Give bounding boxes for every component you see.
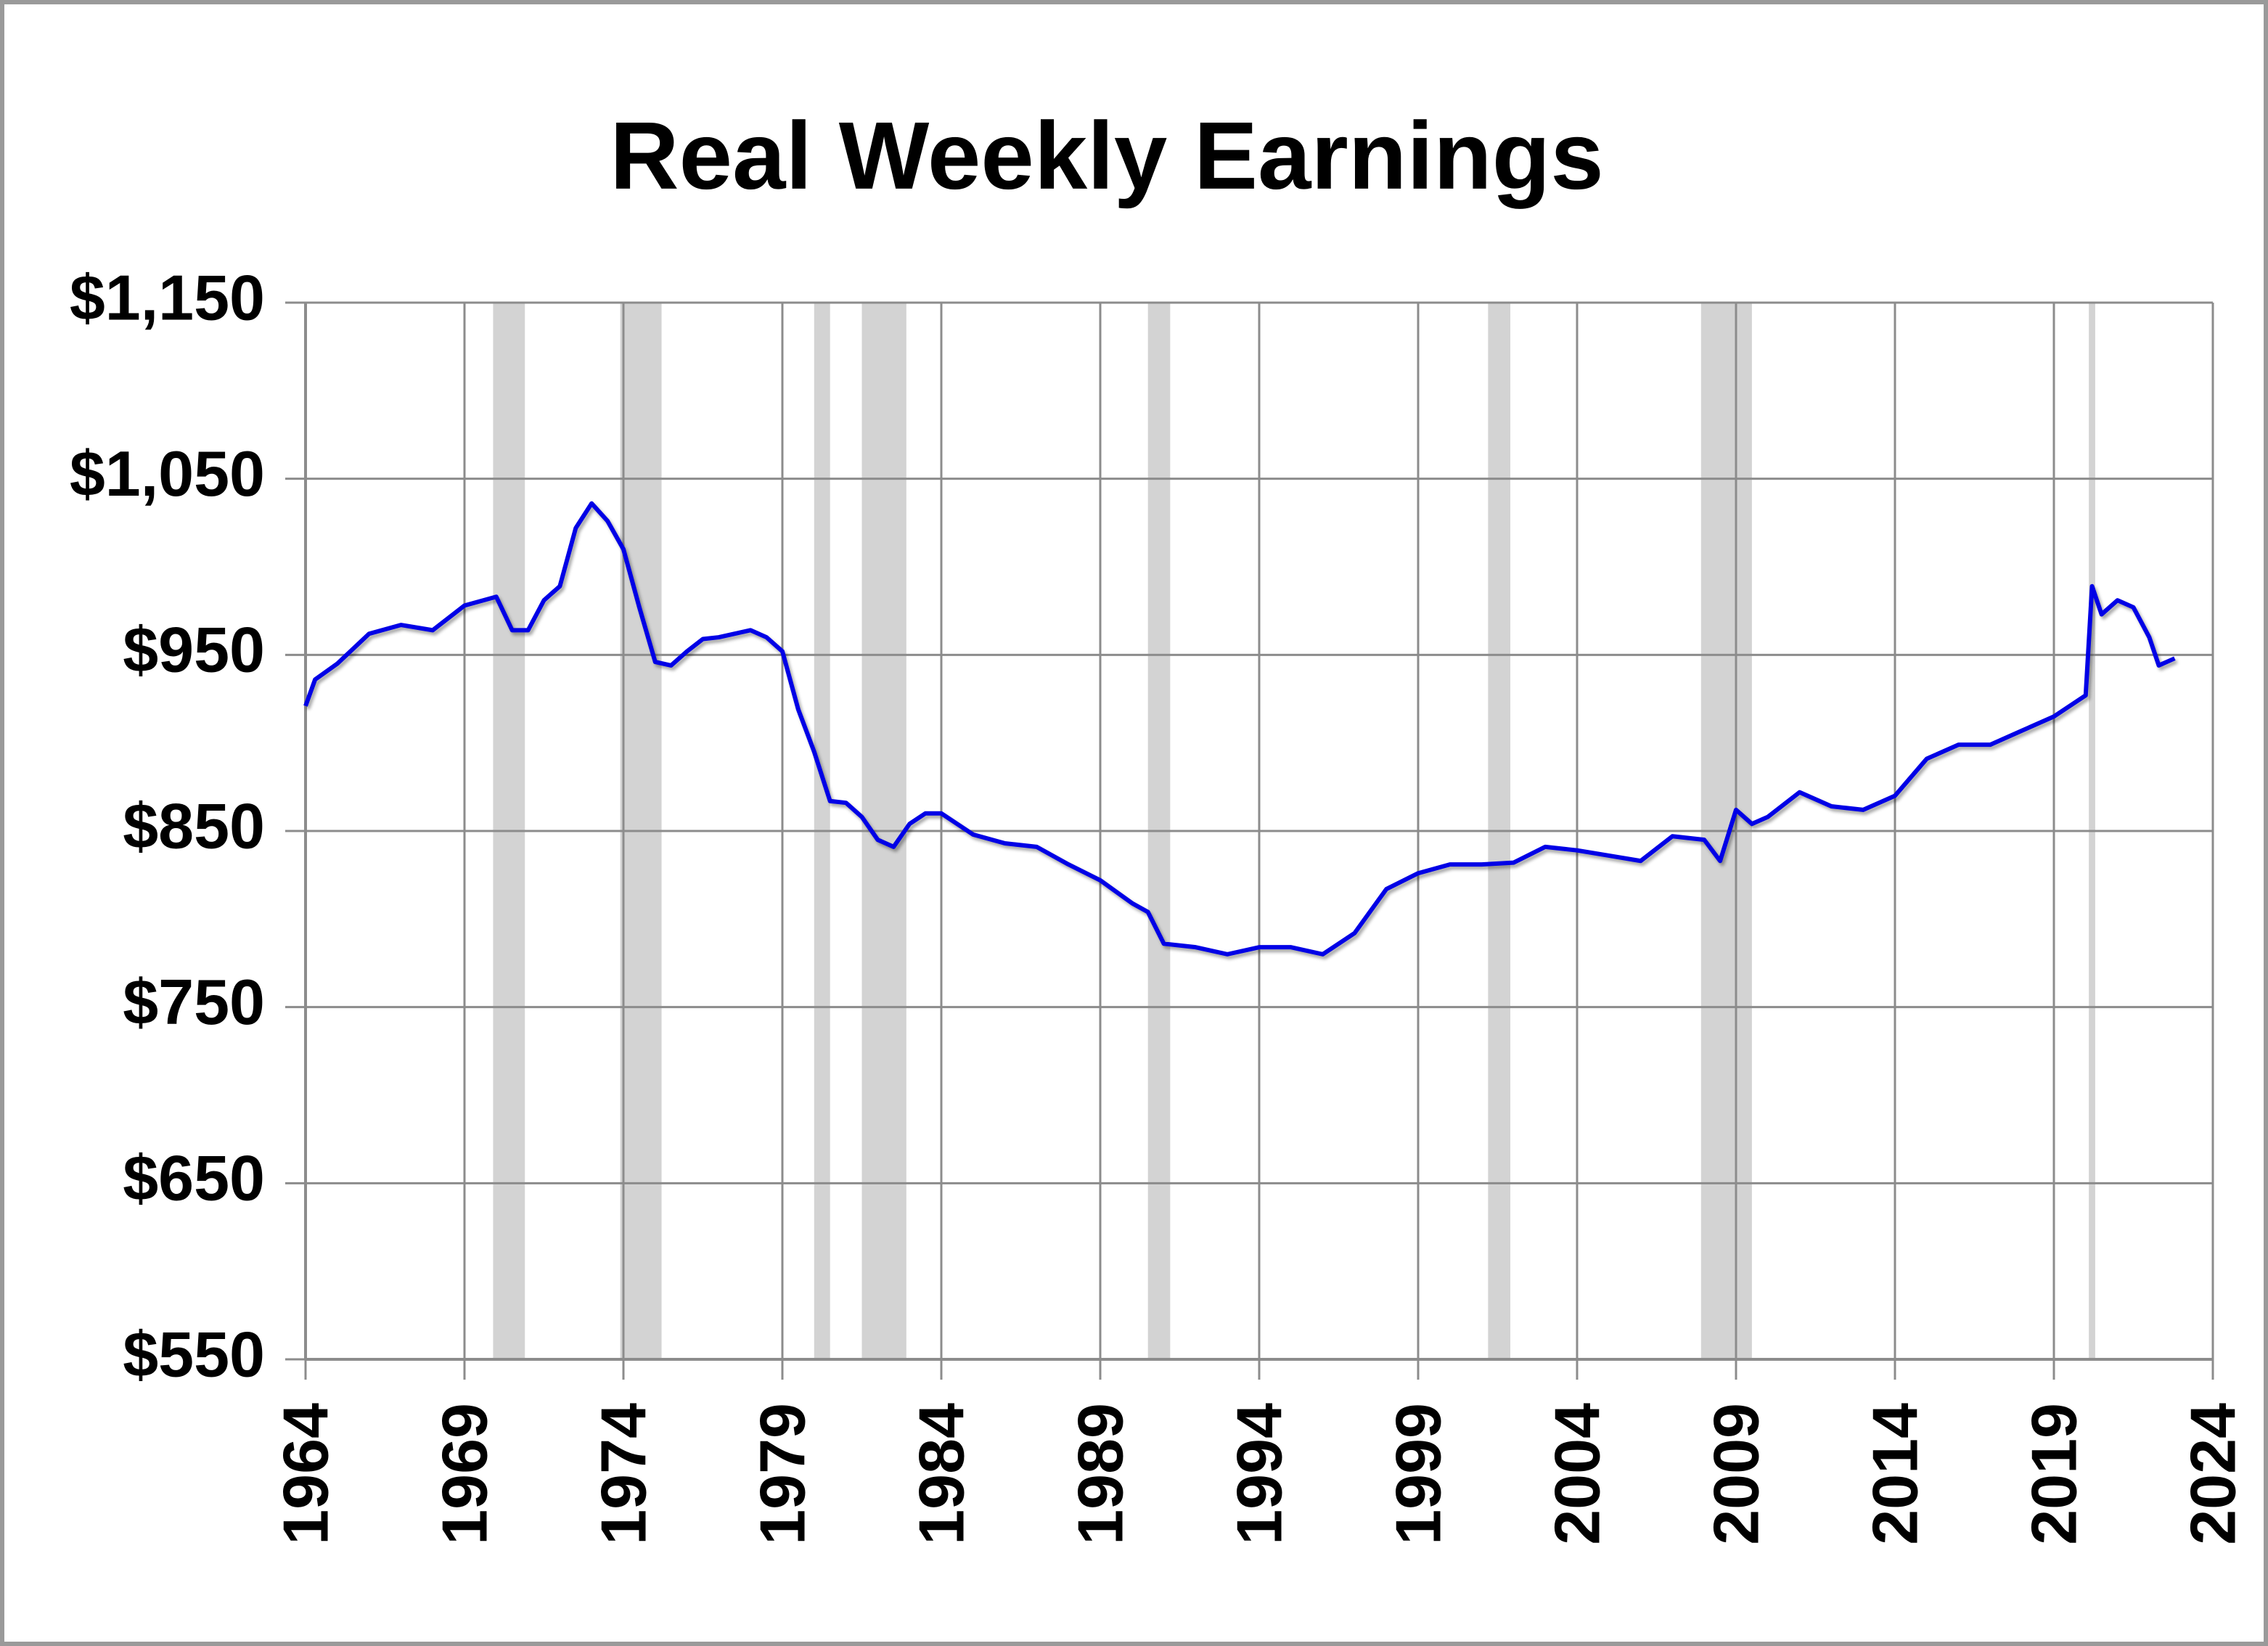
x-tick-label: 2004 — [1542, 1403, 1613, 1545]
y-tick-label: $950 — [123, 614, 265, 686]
y-tick-label: $750 — [123, 966, 265, 1038]
x-tick-label: 1974 — [588, 1403, 660, 1545]
data-line — [303, 501, 2176, 957]
x-tick-label: 2009 — [1700, 1403, 1772, 1545]
x-tick-label: 1994 — [1224, 1403, 1295, 1545]
x-tick-label: 1979 — [747, 1403, 819, 1545]
y-tick-label: $1,050 — [70, 438, 265, 509]
x-tick-label: 1984 — [906, 1403, 978, 1545]
x-tick-label: 2014 — [1859, 1403, 1931, 1545]
x-tick-label: 1989 — [1065, 1403, 1137, 1545]
x-tick-label: 2019 — [2018, 1403, 2090, 1545]
y-tick-label: $550 — [123, 1318, 265, 1390]
y-tick-label: $1,150 — [70, 261, 265, 333]
x-tick-label: 1964 — [270, 1403, 342, 1545]
x-tick-label: 1969 — [429, 1403, 501, 1545]
y-tick-label: $650 — [123, 1142, 265, 1214]
x-tick-label: 2024 — [2177, 1403, 2249, 1545]
chart-title: Real Weekly Earnings — [610, 102, 1604, 209]
x-tick-label: 1999 — [1383, 1403, 1454, 1545]
y-tick-label: $850 — [123, 790, 265, 861]
